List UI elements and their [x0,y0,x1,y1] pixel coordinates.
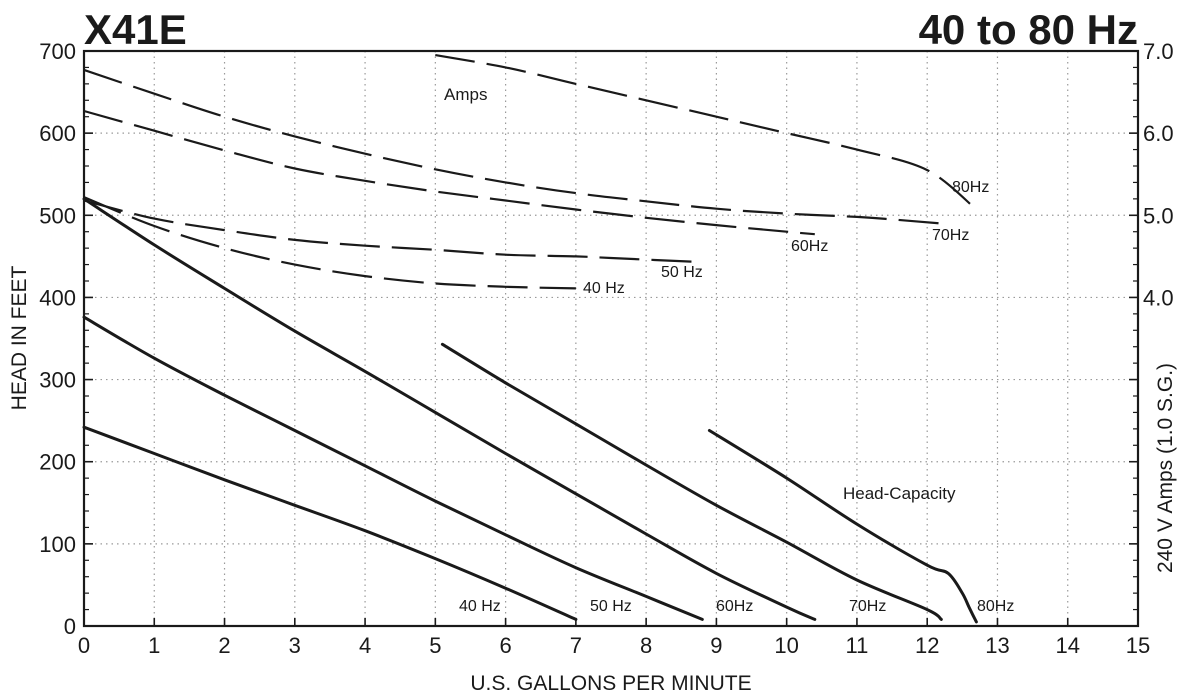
y-axis-label-right: 240 V Amps (1.0 S.G.) [1154,363,1177,573]
x-tick-label: 11 [846,633,869,658]
x-tick-label: 14 [1055,633,1079,658]
x-tick-label: 3 [289,633,301,658]
y-left-tick-label: 400 [39,285,76,310]
x-tick-label: 5 [429,633,441,658]
y-left-tick-label: 600 [39,121,76,146]
y-left-tick-label: 0 [64,614,76,639]
head-curve-0 [82,425,578,621]
head-curve-2 [82,197,817,621]
x-tick-label: 1 [148,633,160,658]
head-label-80hz: 80Hz [977,598,1014,615]
amps-curves [83,54,978,290]
x-tick-label: 13 [985,633,1009,658]
x-tick-label: 8 [640,633,652,658]
plot-frame [82,49,1140,628]
amps-label-80hz: 80Hz [952,179,989,196]
y-left-tick-label: 500 [39,203,76,228]
x-tick-label: 15 [1126,633,1150,658]
head-label-60hz: 60Hz [716,598,753,615]
head-capacity-annotation: Head-Capacity [843,484,956,503]
x-axis-label: U.S. GALLONS PER MINUTE [470,672,751,695]
y-right-tick-labels: 4.0 5.0 6.0 7.0 [1143,39,1174,310]
y-right-tick-label: 4.0 [1143,285,1174,310]
amps-curve-4 [435,54,978,211]
amps-curve-2 [83,109,815,236]
y-axis-label-left: HEAD IN FEET [8,265,31,410]
chart-title-left: X41E [84,6,187,53]
x-tick-label: 10 [774,633,798,658]
x-tick-label: 9 [710,633,722,658]
x-tick-label: 4 [359,633,371,658]
x-tick-label: 2 [218,633,230,658]
y-right-tick-label: 6.0 [1143,121,1174,146]
x-tick-label: 0 [78,633,90,658]
y-left-tick-label: 100 [39,532,76,557]
amps-label-40hz: 40 Hz [583,280,625,297]
amps-label-60hz: 60Hz [791,238,828,255]
head-curve-3 [440,342,943,621]
y-left-tick-label: 200 [39,450,76,475]
head-label-50hz: 50 Hz [590,598,632,615]
head-label-40hz: 40 Hz [459,598,501,615]
grid-lines [84,51,1138,626]
head-capacity-curves [82,197,978,624]
y-right-tick-label: 5.0 [1143,203,1174,228]
amps-annotation: Amps [444,85,487,104]
amps-curve-1 [83,199,703,264]
head-curve-4 [707,429,978,624]
y-left-tick-label: 700 [39,39,76,64]
y-right-tick-label: 7.0 [1143,39,1174,64]
head-curve-1 [82,315,704,621]
x-tick-label: 12 [915,633,939,658]
x-tick-labels: 0 1 2 3 4 5 6 7 8 9 10 11 12 13 14 15 [78,633,1150,658]
amps-label-50hz: 50 Hz [661,264,703,281]
amps-curve-0 [83,196,576,290]
x-tick-label: 7 [570,633,582,658]
head-label-70hz: 70Hz [849,598,886,615]
x-tick-label: 6 [499,633,511,658]
y-left-tick-labels: 0 100 200 300 400 500 600 700 [39,39,76,639]
amps-label-70hz: 70Hz [932,227,969,244]
y-left-tick-label: 300 [39,368,76,393]
chart-title-right: 40 to 80 Hz [919,6,1138,53]
